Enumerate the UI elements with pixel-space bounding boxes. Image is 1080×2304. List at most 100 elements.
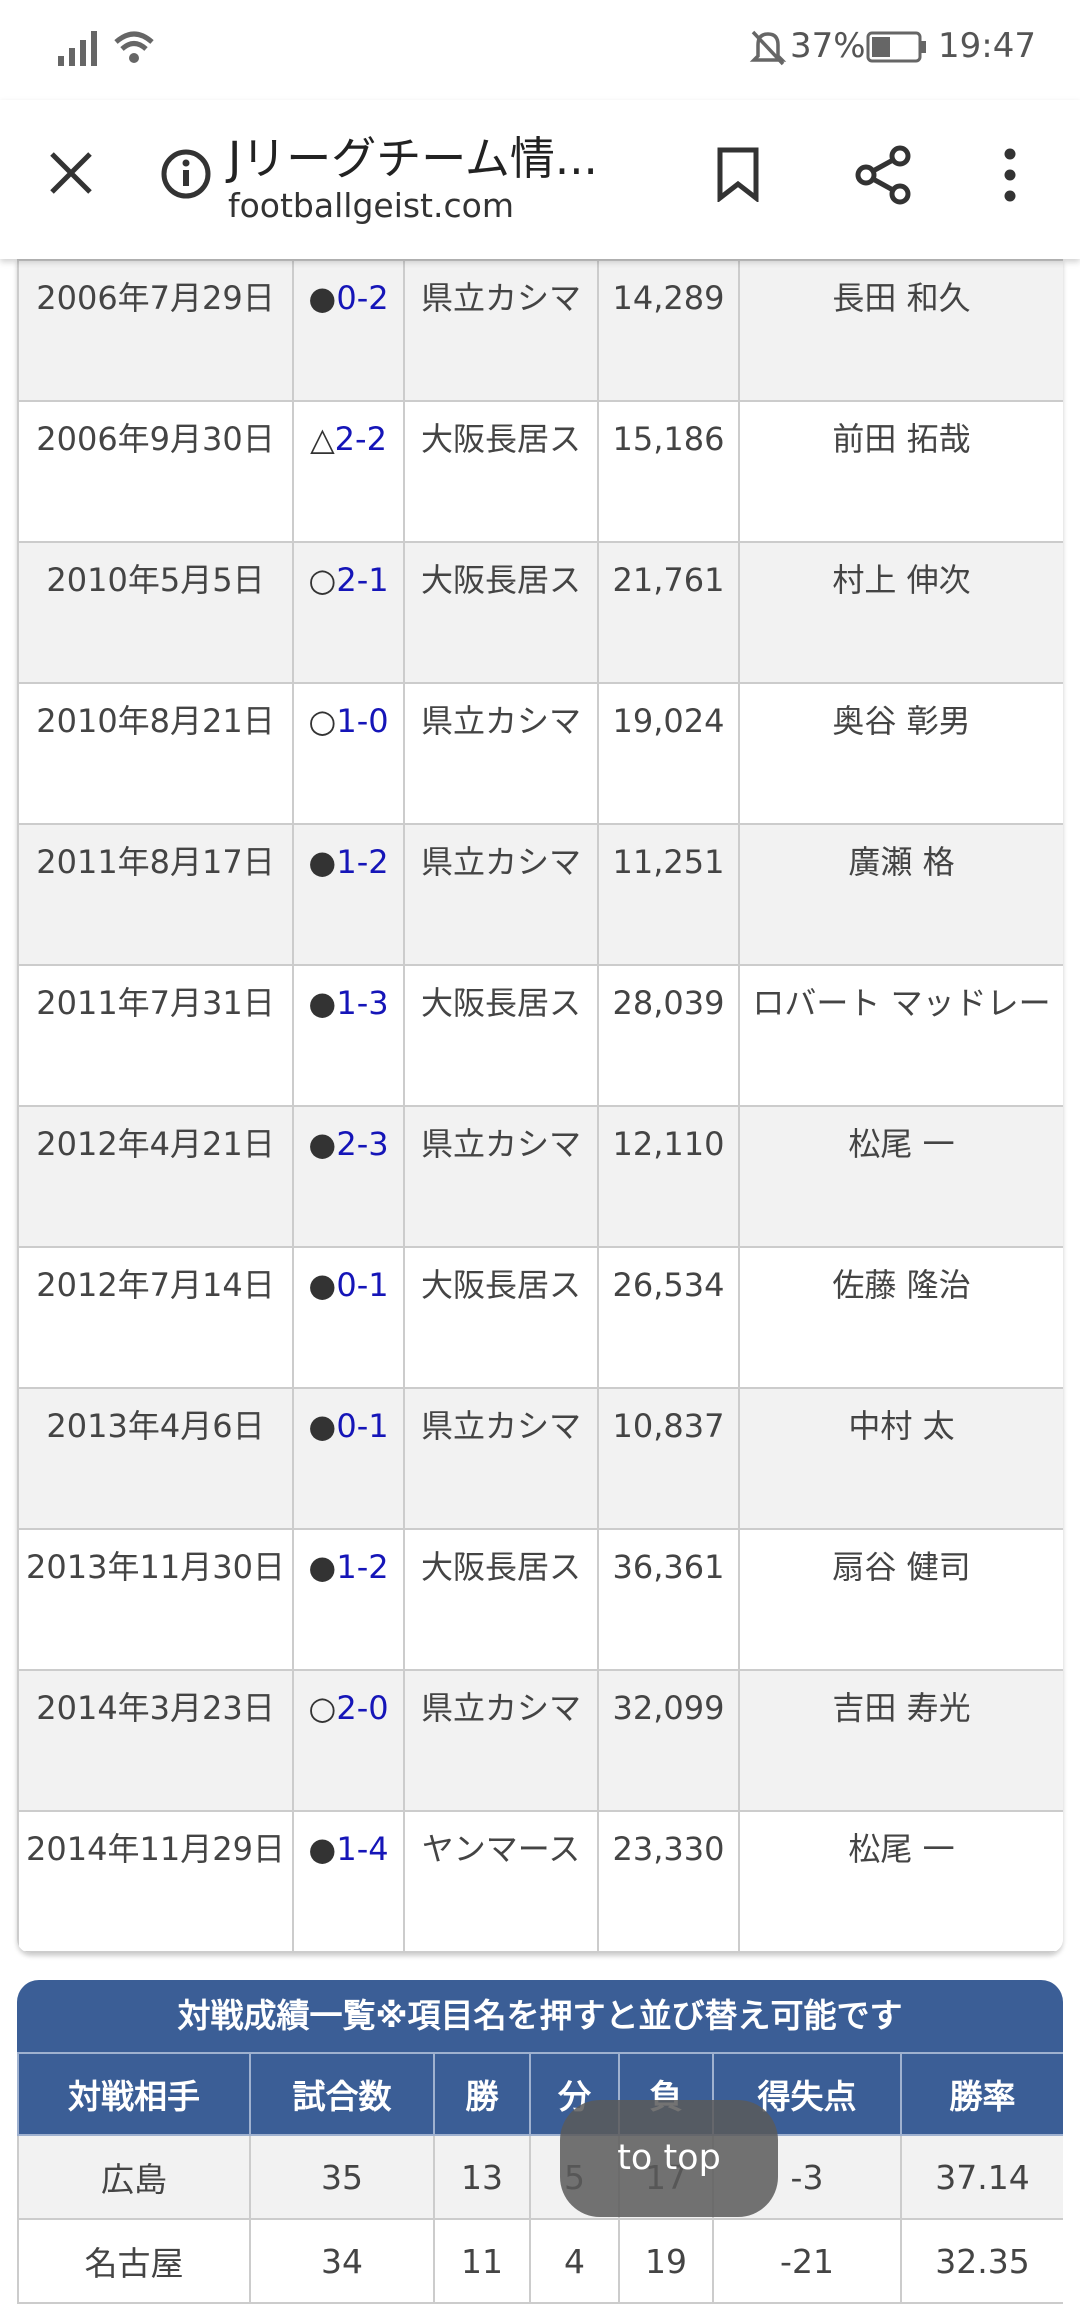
- team-link[interactable]: 名古屋: [17, 2218, 251, 2304]
- referee: 前田 拓哉: [738, 400, 1063, 543]
- match-result: ●1-2: [292, 823, 405, 966]
- stadium: 大阪長居ス: [403, 1246, 599, 1389]
- match-date: 2011年7月31日: [17, 964, 294, 1107]
- attendance: 19,024: [597, 682, 740, 825]
- match-result: ●2-3: [292, 1105, 405, 1248]
- match-row: 2010年8月21日 ○1-0 県立カシマ 19,024 奥谷 彰男: [17, 682, 1063, 825]
- score-link[interactable]: 0-2: [336, 279, 389, 317]
- score-link[interactable]: 1-0: [336, 702, 389, 740]
- record-cell: 35: [249, 2134, 435, 2220]
- sort-header[interactable]: 勝: [433, 2052, 531, 2136]
- result-mark: ●: [308, 984, 337, 1022]
- result-mark: ○: [308, 702, 337, 740]
- stadium: 大阪長居ス: [403, 541, 599, 684]
- match-row: 2011年8月17日 ●1-2 県立カシマ 11,251 廣瀬 格: [17, 823, 1063, 966]
- referee: 廣瀬 格: [738, 823, 1063, 966]
- match-date: 2014年11月29日: [17, 1810, 294, 1953]
- match-date: 2011年8月17日: [17, 823, 294, 966]
- attendance: 26,534: [597, 1246, 740, 1389]
- stadium: 大阪長居ス: [403, 1528, 599, 1671]
- sort-header[interactable]: 対戦相手: [17, 2052, 251, 2136]
- result-mark: △: [310, 420, 335, 458]
- referee: 扇谷 健司: [738, 1528, 1063, 1671]
- record-cell: 4: [529, 2218, 620, 2304]
- score-link[interactable]: 2-0: [336, 1689, 389, 1727]
- record-cell: 13: [433, 2134, 531, 2220]
- site-info-button[interactable]: [160, 148, 212, 200]
- attendance: 23,330: [597, 1810, 740, 1953]
- match-row: 2006年9月30日 △2-2 大阪長居ス 15,186 前田 拓哉: [17, 400, 1063, 543]
- attendance: 36,361: [597, 1528, 740, 1671]
- result-mark: ●: [308, 1125, 337, 1163]
- stadium: 大阪長居ス: [403, 964, 599, 1107]
- more-button[interactable]: [1000, 146, 1020, 204]
- battery-percent: 37%: [790, 26, 866, 66]
- stadium: 県立カシマ: [403, 1105, 599, 1248]
- referee: 松尾 一: [738, 1810, 1063, 1953]
- match-date: 2006年7月29日: [17, 259, 294, 402]
- match-result: ●1-3: [292, 964, 405, 1107]
- match-date: 2010年8月21日: [17, 682, 294, 825]
- attendance: 32,099: [597, 1669, 740, 1812]
- mute-icon: [749, 30, 787, 66]
- match-result: ●0-2: [292, 259, 405, 402]
- share-button[interactable]: [854, 144, 914, 206]
- attendance: 21,761: [597, 541, 740, 684]
- match-row: 2013年4月6日 ●0-1 県立カシマ 10,837 中村 太: [17, 1387, 1063, 1530]
- sort-header[interactable]: 勝率: [900, 2052, 1063, 2136]
- attendance: 11,251: [597, 823, 740, 966]
- referee: 村上 伸次: [738, 541, 1063, 684]
- bookmark-button[interactable]: [714, 146, 762, 202]
- stadium: 県立カシマ: [403, 823, 599, 966]
- match-row: 2012年4月21日 ●2-3 県立カシマ 12,110 松尾 一: [17, 1105, 1063, 1248]
- match-date: 2012年4月21日: [17, 1105, 294, 1248]
- referee: 長田 和久: [738, 259, 1063, 402]
- record-table-header: 対戦相手 試合数勝分負得失点 勝率: [17, 2052, 1063, 2136]
- status-bar: 37% 19:47: [0, 0, 1080, 100]
- match-row: 2014年11月29日 ●1-4 ヤンマース 23,330 松尾 一: [17, 1810, 1063, 1953]
- score-link[interactable]: 0-1: [336, 1407, 389, 1445]
- match-result: ●1-2: [292, 1528, 405, 1671]
- result-mark: ○: [308, 1689, 337, 1727]
- score-link[interactable]: 0-1: [336, 1266, 389, 1304]
- to-top-button[interactable]: to top: [560, 2100, 778, 2217]
- score-link[interactable]: 1-2: [336, 1548, 389, 1586]
- match-result: ○2-1: [292, 541, 405, 684]
- match-table: 2006年7月29日 ●0-2 県立カシマ 14,289 長田 和久 2006年9月30日…: [17, 259, 1063, 1953]
- result-mark: ○: [308, 561, 337, 599]
- match-table-body: 2006年7月29日 ●0-2 県立カシマ 14,289 長田 和久 2006年9月30日…: [17, 259, 1063, 1953]
- page-title: Jリーグチーム情...: [228, 132, 598, 185]
- score-link[interactable]: 2-2: [334, 420, 387, 458]
- signal-wifi-icons: [58, 31, 154, 66]
- referee: 佐藤 隆治: [738, 1246, 1063, 1389]
- result-mark: ●: [308, 279, 337, 317]
- match-result: ○2-0: [292, 1669, 405, 1812]
- match-row: 2010年5月5日 ○2-1 大阪長居ス 21,761 村上 伸次: [17, 541, 1063, 684]
- referee: 松尾 一: [738, 1105, 1063, 1248]
- attendance: 15,186: [597, 400, 740, 543]
- team-link[interactable]: 広島: [17, 2134, 251, 2220]
- match-result: ○1-0: [292, 682, 405, 825]
- score-link[interactable]: 2-1: [336, 561, 389, 599]
- close-button[interactable]: [48, 150, 94, 196]
- score-link[interactable]: 1-3: [336, 984, 389, 1022]
- sort-header[interactable]: 試合数: [249, 2052, 435, 2136]
- record-cell: 32.35: [900, 2218, 1063, 2304]
- match-date: 2013年11月30日: [17, 1528, 294, 1671]
- match-row: 2013年11月30日 ●1-2 大阪長居ス 36,361 扇谷 健司: [17, 1528, 1063, 1671]
- match-result: ●1-4: [292, 1810, 405, 1953]
- record-cell: -21: [712, 2218, 902, 2304]
- record-cell: 34: [249, 2218, 435, 2304]
- match-row: 2012年7月14日 ●0-1 大阪長居ス 26,534 佐藤 隆治: [17, 1246, 1063, 1389]
- attendance: 14,289: [597, 259, 740, 402]
- match-date: 2012年7月14日: [17, 1246, 294, 1389]
- score-link[interactable]: 1-4: [336, 1830, 389, 1868]
- record-cell: 19: [618, 2218, 714, 2304]
- match-result: △2-2: [292, 400, 405, 543]
- score-link[interactable]: 2-3: [336, 1125, 389, 1163]
- score-link[interactable]: 1-2: [336, 843, 389, 881]
